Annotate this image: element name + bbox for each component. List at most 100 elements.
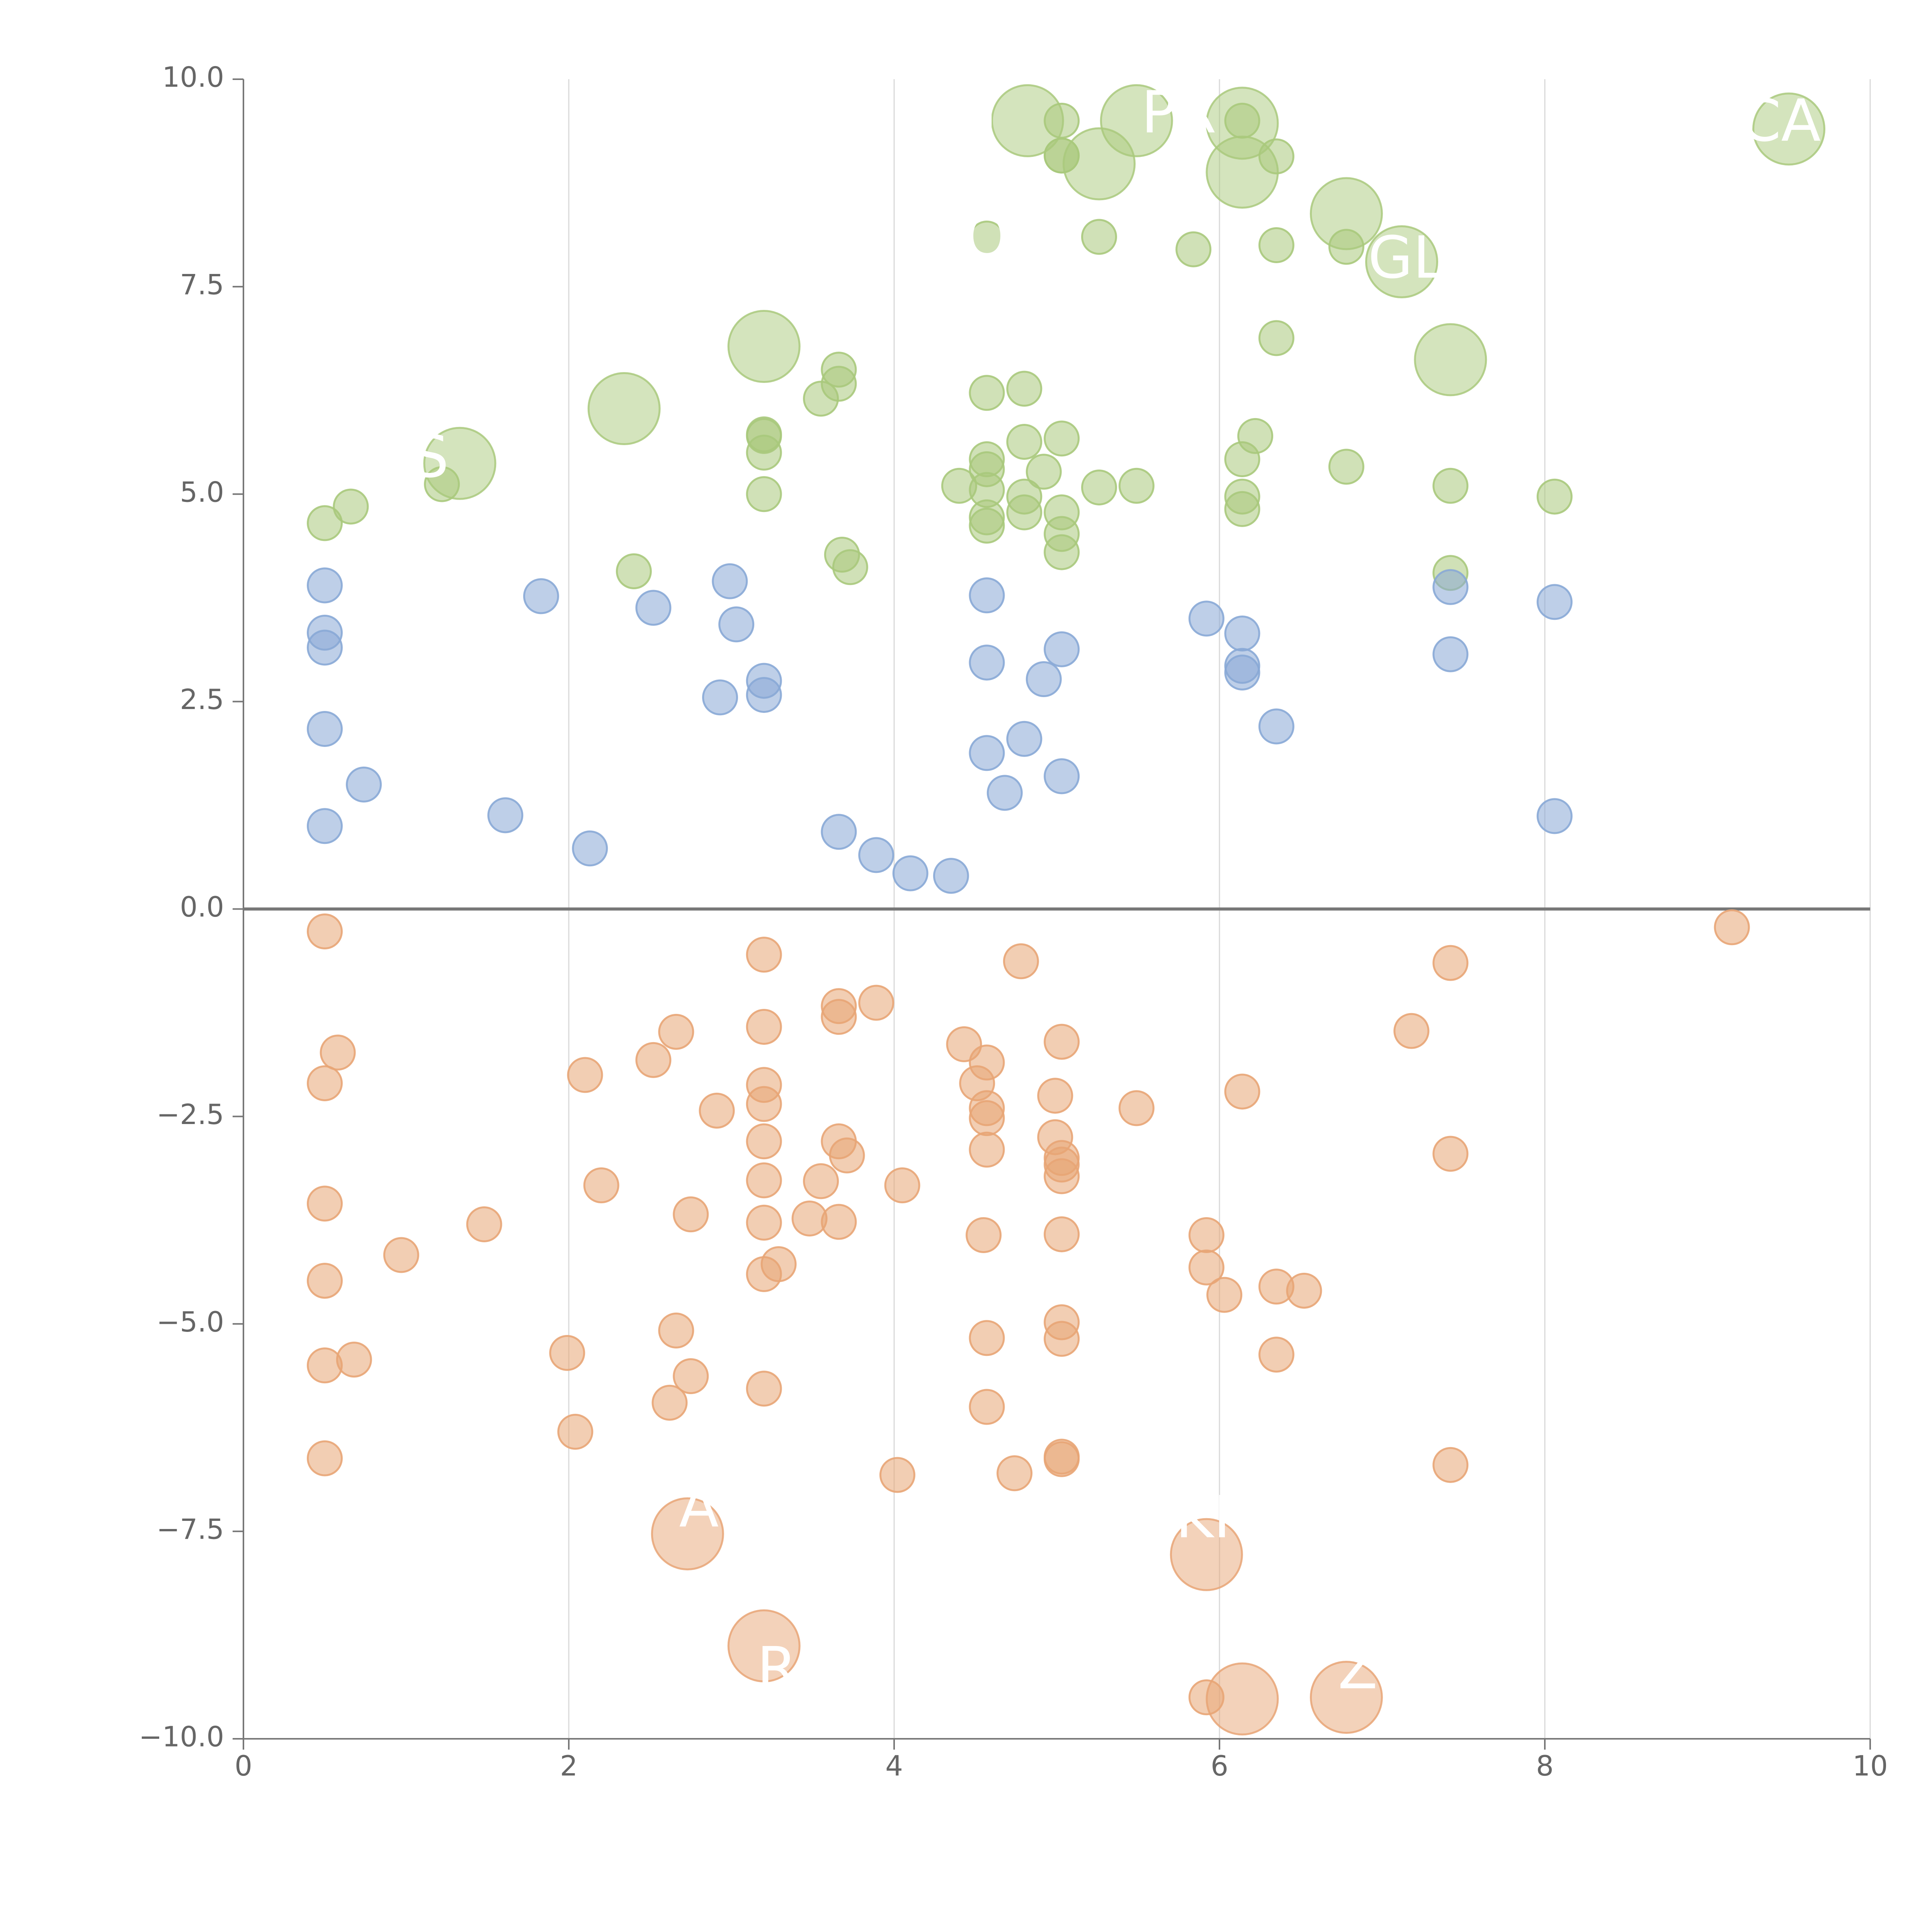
orange-point bbox=[821, 1204, 857, 1240]
green-point bbox=[969, 220, 1005, 257]
orange-point bbox=[320, 1034, 356, 1071]
orange-point bbox=[1037, 1078, 1073, 1114]
orange-point bbox=[969, 1131, 1005, 1168]
orange-point bbox=[307, 1347, 343, 1384]
orange-point bbox=[746, 937, 782, 973]
orange-point bbox=[884, 1167, 920, 1204]
green-point bbox=[1006, 423, 1043, 460]
orange-point bbox=[673, 1196, 709, 1233]
orange-point bbox=[1044, 1216, 1080, 1252]
x-tick-label: 0 bbox=[235, 1750, 252, 1782]
green-point bbox=[969, 375, 1005, 411]
point-label: H bbox=[954, 79, 997, 146]
orange-point bbox=[567, 1057, 603, 1093]
green-point bbox=[1237, 418, 1274, 454]
orange-point bbox=[746, 1371, 782, 1407]
green-point bbox=[1006, 494, 1043, 531]
orange-point bbox=[466, 1206, 502, 1243]
orange-point bbox=[1432, 1447, 1469, 1483]
orange-point bbox=[858, 985, 895, 1021]
point-label: R bbox=[757, 1635, 797, 1702]
orange-point bbox=[803, 1163, 839, 1199]
blue-point bbox=[1006, 721, 1043, 757]
orange-large-point bbox=[1310, 1661, 1383, 1734]
orange-point bbox=[549, 1335, 585, 1371]
x-tick-label: 10 bbox=[1852, 1750, 1888, 1782]
orange-point bbox=[307, 1065, 343, 1101]
green-point bbox=[1081, 219, 1117, 255]
green-point bbox=[1006, 371, 1043, 407]
green-point bbox=[1258, 227, 1294, 263]
orange-point bbox=[969, 1389, 1005, 1425]
point-label: GL bbox=[1368, 224, 1445, 291]
axes: 10.0 7.5 5.0 2.5 0.0 −2.5 −5.0 −7.5 −10.0 0 2 4 6 8 10 bbox=[139, 61, 1888, 1782]
blue-point bbox=[1258, 708, 1294, 745]
blue-point bbox=[969, 735, 1005, 771]
green-large-point bbox=[587, 372, 661, 446]
blue-point bbox=[1026, 661, 1062, 697]
blue-point bbox=[1432, 636, 1469, 672]
blue-point bbox=[1432, 569, 1469, 605]
blue-point bbox=[1536, 798, 1573, 834]
blue-point bbox=[307, 629, 343, 666]
orange-point bbox=[1258, 1337, 1294, 1373]
point-label: CA bbox=[1741, 87, 1821, 155]
blue-point bbox=[1044, 758, 1080, 794]
orange-large-point bbox=[1170, 1518, 1243, 1591]
orange-point bbox=[879, 1457, 915, 1493]
blue-point bbox=[346, 766, 382, 803]
x-tick-label: 8 bbox=[1536, 1750, 1554, 1782]
green-large-point bbox=[1414, 323, 1487, 396]
orange-point bbox=[1188, 1249, 1225, 1286]
orange-point bbox=[1044, 1024, 1080, 1060]
green-point bbox=[969, 507, 1005, 544]
orange-point bbox=[760, 1246, 797, 1282]
green-large-point bbox=[1365, 225, 1439, 298]
green-point bbox=[746, 476, 782, 512]
blue-point bbox=[718, 606, 755, 643]
point-label: PR bbox=[1141, 79, 1216, 146]
orange-point bbox=[307, 1185, 343, 1222]
orange-point bbox=[1044, 1158, 1080, 1194]
y-tick-label: 0.0 bbox=[180, 891, 224, 923]
orange-point bbox=[1206, 1277, 1243, 1313]
green-large-point bbox=[727, 310, 801, 383]
y-tick-label: −2.5 bbox=[156, 1098, 224, 1131]
green-point bbox=[333, 488, 369, 525]
blue-point bbox=[712, 563, 748, 599]
orange-point bbox=[1432, 945, 1469, 981]
point-label: Z bbox=[1338, 1635, 1378, 1702]
green-point bbox=[1175, 231, 1212, 267]
orange-point bbox=[746, 1009, 782, 1045]
green-point bbox=[1118, 468, 1155, 504]
orange-point bbox=[583, 1167, 619, 1204]
orange-point bbox=[969, 1044, 1005, 1081]
orange-point bbox=[557, 1413, 594, 1450]
orange-point bbox=[673, 1358, 709, 1395]
orange-point bbox=[1432, 1136, 1469, 1172]
blue-point bbox=[635, 590, 672, 626]
orange-point bbox=[658, 1014, 694, 1050]
orange-point bbox=[966, 1217, 1002, 1253]
blue-point bbox=[986, 775, 1023, 811]
blue-point bbox=[1224, 616, 1260, 652]
point-label: S bbox=[412, 423, 449, 491]
orange-point bbox=[307, 1263, 343, 1299]
green-large-point bbox=[1310, 177, 1383, 250]
blue-point bbox=[1536, 584, 1573, 620]
blue-point bbox=[969, 645, 1005, 681]
orange-point bbox=[1224, 1073, 1260, 1110]
orange-point bbox=[307, 1440, 343, 1476]
x-tick-label: 6 bbox=[1211, 1750, 1228, 1782]
orange-point bbox=[746, 1204, 782, 1241]
orange-point bbox=[1003, 943, 1039, 980]
blue-point bbox=[746, 677, 782, 713]
y-tick-label: 2.5 bbox=[180, 683, 224, 716]
green-large-point bbox=[1100, 84, 1173, 157]
scatter-points bbox=[307, 84, 1825, 1736]
orange-point bbox=[699, 1092, 735, 1129]
green-point bbox=[832, 549, 868, 585]
green-point bbox=[746, 434, 782, 471]
orange-point bbox=[1118, 1090, 1155, 1126]
orange-point bbox=[746, 1162, 782, 1199]
